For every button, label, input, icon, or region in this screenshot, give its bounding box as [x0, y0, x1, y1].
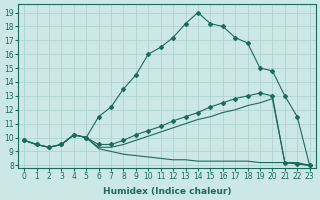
X-axis label: Humidex (Indice chaleur): Humidex (Indice chaleur) [103, 187, 231, 196]
